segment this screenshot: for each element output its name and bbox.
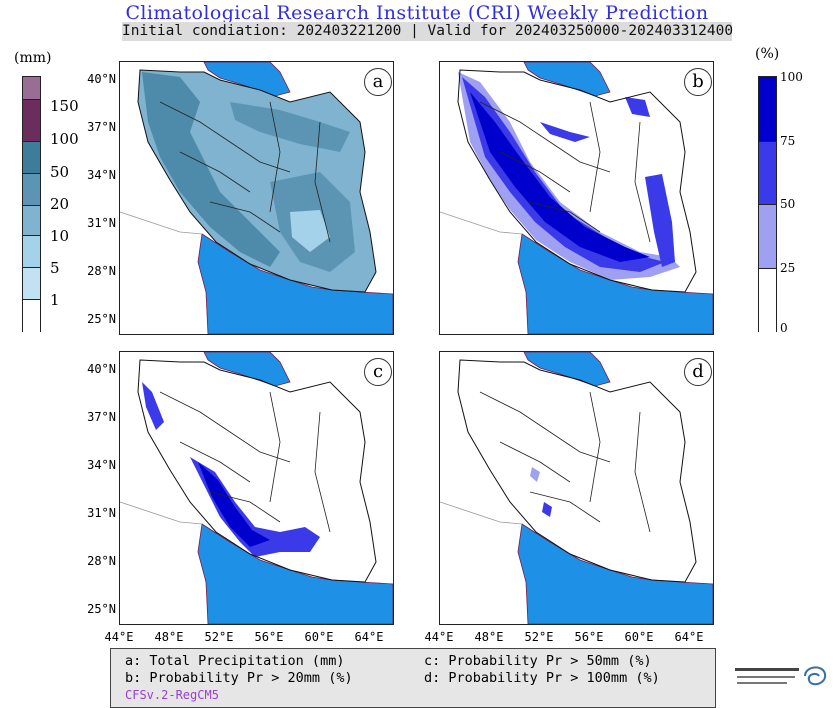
precip-label-1: 1 [50, 291, 60, 309]
map-panel-d: d [439, 351, 714, 625]
prob-colorbar [758, 76, 777, 332]
lat-label-25-lower: 25°N [87, 602, 116, 616]
lat-label-37-lower: 37°N [87, 410, 116, 424]
precip-swatch-20 [23, 173, 40, 206]
precip-swatch-5 [23, 235, 40, 268]
lon-label-44: 44°E [104, 630, 134, 644]
precip-label-100: 100 [50, 130, 79, 148]
prob100-patch-2 [542, 502, 552, 517]
lon-label-60: 60°E [304, 630, 334, 644]
neighbor-border [120, 501, 203, 525]
institute-logo-icon [733, 658, 829, 694]
precip-swatch-150 [23, 77, 40, 99]
map-b-graphic [440, 62, 713, 334]
lon-label-44-right: 44°E [424, 630, 454, 644]
prob20-east-strip [645, 174, 675, 267]
province-borders [159, 101, 331, 243]
lat-label-28-lower: 28°N [87, 554, 116, 568]
precip-unit: (mm) [14, 50, 52, 66]
precip-label-5: 5 [50, 259, 60, 277]
prob50-core [198, 462, 270, 547]
precip-label-150: 150 [50, 97, 79, 115]
caption-d: d: Probability Pr > 100mm (%) [424, 670, 660, 686]
prob-label-50: 50 [780, 197, 796, 211]
precip-light-patch [290, 210, 330, 252]
lat-label-34: 34°N [87, 168, 116, 182]
prob-unit: (%) [755, 46, 780, 62]
precip-label-50: 50 [50, 163, 70, 181]
prob-swatch-75-100 [759, 77, 776, 141]
precip-label-20: 20 [50, 195, 70, 213]
panel-label-c: c [364, 358, 392, 386]
panel-label-a: a [364, 68, 392, 96]
lon-label-56-right: 56°E [574, 630, 604, 644]
iran-border [137, 69, 377, 293]
precip-zagros-heavy [142, 72, 280, 267]
lon-label-60-right: 60°E [624, 630, 654, 644]
map-panel-b: b [439, 61, 714, 335]
prob-label-0: 0 [780, 321, 788, 335]
lon-label-56: 56°E [254, 630, 284, 644]
prob-label-25: 25 [780, 261, 796, 275]
page-title: Climatological Research Institute (CRI) … [125, 2, 709, 24]
precip-swatch-50 [23, 141, 40, 174]
neighbor-border [440, 501, 523, 525]
prob50-northwest [142, 382, 164, 430]
lat-label-31: 31°N [87, 216, 116, 230]
lon-label-64-right: 64°E [674, 630, 704, 644]
precip-colorbar [22, 76, 41, 332]
precip-swatch-0 [23, 299, 40, 332]
lon-label-48: 48°E [154, 630, 184, 644]
lat-label-34-lower: 34°N [87, 458, 116, 472]
caption-box: a: Total Precipitation (mm) b: Probabili… [110, 648, 716, 708]
precip-swatch-1 [23, 267, 40, 300]
panel-label-d: d [684, 358, 712, 386]
neighbor-border [120, 211, 203, 235]
prob20-core [470, 92, 650, 262]
precip-swatch-100 [23, 99, 40, 142]
prob-label-100: 100 [780, 70, 803, 84]
map-c-graphic [120, 352, 393, 624]
prob50-zagros [190, 457, 320, 557]
lat-label-40: 40°N [87, 72, 116, 86]
validity-subtitle: Initial condiation: 202403221200 | Valid… [122, 22, 734, 41]
province-borders [159, 391, 331, 533]
caption-b: b: Probability Pr > 20mm (%) [125, 670, 353, 686]
lat-label-37: 37°N [87, 120, 116, 134]
map-panel-c: c [119, 351, 394, 625]
province-borders [479, 391, 651, 533]
map-panel-a: a [119, 61, 394, 335]
precip-label-10: 10 [50, 227, 70, 245]
model-name: CFSv.2-RegCM5 [125, 688, 219, 702]
lat-label-31-lower: 31°N [87, 506, 116, 520]
iran-border [457, 69, 697, 293]
precip-swatch-10 [23, 205, 40, 236]
lat-label-28: 28°N [87, 264, 116, 278]
lat-label-25: 25°N [87, 312, 116, 326]
caption-c: c: Probability Pr > 50mm (%) [424, 653, 652, 669]
province-borders [479, 101, 651, 243]
prob20-alborz [540, 122, 590, 142]
prob-swatch-0-25 [759, 268, 776, 332]
prob-label-75: 75 [780, 134, 796, 148]
lon-label-52-right: 52°E [524, 630, 554, 644]
iran-border [457, 359, 697, 583]
prob100-patch-1 [530, 467, 540, 482]
iran-border [137, 359, 377, 583]
caption-a: a: Total Precipitation (mm) [125, 653, 345, 669]
lon-label-48-right: 48°E [474, 630, 504, 644]
precip-alborz [230, 102, 350, 152]
map-d-graphic [440, 352, 713, 624]
neighbor-border [440, 211, 523, 235]
lon-label-64: 64°E [354, 630, 384, 644]
map-a-graphic [120, 62, 393, 334]
prob-swatch-25-50 [759, 204, 776, 269]
lon-label-52: 52°E [204, 630, 234, 644]
panel-label-b: b [684, 68, 712, 96]
prob20-northeast [625, 97, 650, 117]
lat-label-40-lower: 40°N [87, 362, 116, 376]
prob-swatch-50-75 [759, 141, 776, 205]
